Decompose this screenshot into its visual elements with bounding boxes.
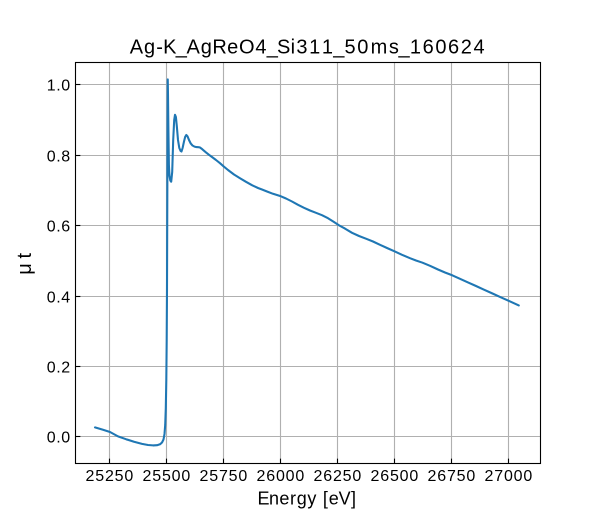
svg-text:Ag-K_AgReO4_Si311_50ms_160624: Ag-K_AgReO4_Si311_50ms_160624 bbox=[130, 37, 485, 59]
svg-text:26000: 26000 bbox=[257, 468, 305, 485]
svg-text:1.0: 1.0 bbox=[47, 77, 71, 94]
svg-text:0.0: 0.0 bbox=[47, 429, 71, 446]
svg-text:0.6: 0.6 bbox=[47, 218, 71, 235]
svg-text:25750: 25750 bbox=[200, 468, 248, 485]
svg-text:Energy [eV]: Energy [eV] bbox=[257, 489, 356, 509]
svg-text:25500: 25500 bbox=[143, 468, 191, 485]
svg-text:27000: 27000 bbox=[485, 468, 533, 485]
svg-text:25250: 25250 bbox=[86, 468, 134, 485]
svg-text:26500: 26500 bbox=[371, 468, 419, 485]
svg-text:0.4: 0.4 bbox=[47, 289, 71, 306]
svg-text:26750: 26750 bbox=[428, 468, 476, 485]
svg-text:0.2: 0.2 bbox=[47, 359, 71, 376]
svg-text:26250: 26250 bbox=[314, 468, 362, 485]
svg-text:0.8: 0.8 bbox=[47, 148, 71, 165]
svg-text:μ t: μ t bbox=[14, 252, 36, 274]
